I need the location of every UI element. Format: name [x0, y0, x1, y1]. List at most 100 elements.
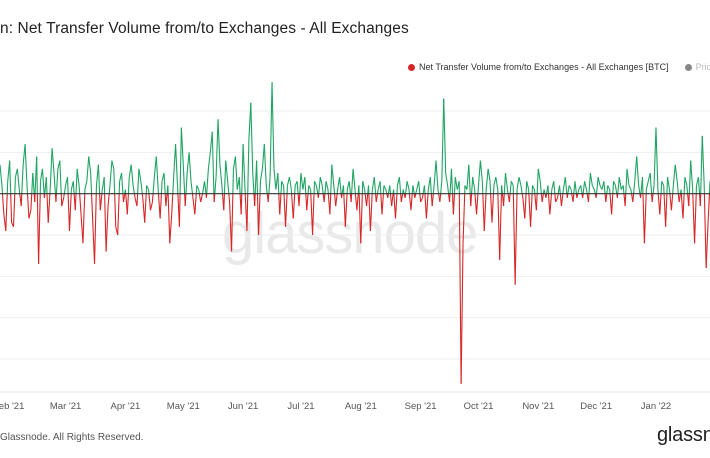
series-segment: [132, 185, 135, 194]
series-segment: [335, 193, 338, 207]
series-segment: [126, 193, 129, 215]
series-segment: [566, 193, 569, 198]
series-segment: [194, 193, 197, 215]
series-segment: [107, 193, 110, 207]
series-segment: [247, 139, 250, 194]
series-segment: [572, 193, 575, 202]
series-segment: [288, 177, 292, 190]
series-segment: [16, 168, 20, 190]
series-segment: [308, 185, 312, 190]
series-segment: [47, 193, 51, 223]
series-segment: [499, 193, 502, 260]
series-segment: [560, 193, 564, 207]
series-segment: [20, 193, 23, 207]
series-segment: [214, 177, 217, 194]
series-segment: [435, 160, 439, 190]
series-segment: [12, 193, 16, 227]
series-segment: [200, 193, 204, 203]
series-segment: [296, 181, 299, 194]
series-segment: [539, 181, 542, 194]
series-segment: [184, 193, 187, 207]
series-segment: [93, 193, 97, 264]
series-segment: [108, 185, 111, 194]
series-segment: [72, 181, 75, 194]
legend-item-net-transfer[interactable]: Net Transfer Volume from/to Exchanges - …: [408, 62, 669, 72]
series-segment: [265, 185, 268, 194]
series-segment: [307, 185, 310, 194]
series-segment: [86, 156, 90, 182]
series-segment: [211, 131, 215, 194]
series-segment: [75, 168, 78, 194]
series-segment: [344, 193, 348, 227]
series-segment: [383, 185, 387, 190]
series-segment: [259, 168, 263, 182]
series-segment: [267, 193, 270, 202]
series-segment: [672, 164, 676, 186]
series-segment: [503, 172, 507, 194]
chart-title: n: Net Transfer Volume from/to Exchanges…: [0, 20, 409, 37]
series-segment: [306, 193, 309, 211]
series-segment: [509, 181, 512, 194]
series-segment: [360, 193, 363, 244]
series-segment: [445, 172, 449, 186]
series-segment: [304, 177, 307, 194]
series-segment: [587, 193, 590, 202]
series-segment: [510, 181, 514, 186]
series-segment: [10, 193, 13, 223]
series-segment: [516, 177, 520, 190]
series-segment: [506, 189, 509, 194]
series-segment: [277, 173, 280, 194]
series-segment: [665, 193, 668, 227]
series-segment: [381, 193, 384, 215]
series-segment: [536, 168, 539, 194]
series-segment: [198, 189, 200, 194]
series-segment: [136, 193, 139, 207]
series-segment: [618, 177, 622, 190]
series-segment: [362, 181, 366, 190]
series-segment: [149, 201, 153, 211]
series-segment: [674, 164, 678, 182]
series-segment: [151, 193, 154, 202]
series-segment: [171, 193, 174, 215]
series-segment: [256, 160, 259, 194]
series-segment: [420, 197, 424, 203]
series-segment: [700, 135, 703, 194]
series-segment: [298, 193, 301, 207]
series-segment: [414, 193, 417, 198]
series-segment: [485, 168, 489, 190]
series-segment: [213, 193, 216, 202]
series-segment: [617, 177, 620, 194]
series-segment: [394, 193, 398, 219]
series-segment: [683, 177, 686, 194]
series-segment: [576, 193, 579, 198]
series-segment: [352, 168, 356, 190]
series-segment: [667, 177, 671, 190]
series-segment: [172, 177, 175, 194]
series-segment: [114, 193, 117, 227]
series-segment: [472, 177, 476, 190]
series-segment: [90, 173, 93, 194]
series-segment: [263, 144, 267, 186]
series-segment: [104, 193, 107, 252]
series-segment: [185, 172, 188, 194]
series-segment: [319, 177, 323, 186]
series-segment: [686, 185, 689, 194]
series-segment: [532, 185, 535, 190]
series-segment: [325, 181, 329, 190]
legend-item-price[interactable]: Price: [684, 62, 710, 72]
series-segment: [312, 193, 315, 236]
series-segment: [234, 156, 238, 190]
series-segment: [429, 177, 432, 194]
series-segment: [331, 164, 335, 186]
series-segment: [351, 168, 354, 194]
series-segment: [28, 210, 32, 219]
series-segment: [697, 177, 701, 194]
series-segment: [38, 193, 41, 264]
series-segment: [186, 152, 190, 174]
series-segment: [688, 193, 690, 207]
series-segment: [458, 193, 462, 384]
series-segment: [329, 193, 332, 215]
series-segment: [651, 193, 654, 203]
series-segment: [645, 181, 649, 190]
